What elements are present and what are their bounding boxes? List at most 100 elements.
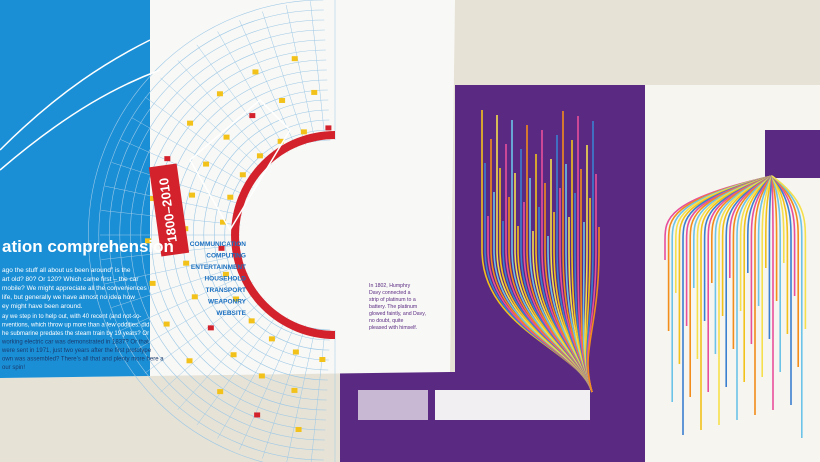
spoke bbox=[217, 31, 288, 153]
purple-tab bbox=[765, 130, 820, 178]
spoke bbox=[310, 1, 326, 141]
spoke bbox=[217, 317, 288, 439]
body-line: nventions, which throw up more than a fe… bbox=[2, 323, 149, 329]
note-line: strip of platinum to a bbox=[369, 297, 416, 303]
spoke bbox=[177, 305, 272, 410]
cell bbox=[227, 194, 234, 200]
note-line: no doubt, quite bbox=[369, 318, 403, 324]
fan-line bbox=[761, 175, 773, 377]
cell bbox=[325, 125, 332, 131]
fan-line bbox=[750, 175, 773, 344]
cell bbox=[258, 373, 265, 379]
bar-block bbox=[435, 390, 590, 420]
spoke bbox=[262, 325, 306, 459]
body-line: working electric car was demonstrated in… bbox=[1, 340, 149, 346]
fan-line bbox=[739, 175, 773, 311]
spoke bbox=[196, 311, 280, 426]
note-line: glowed faintly, and Davy, bbox=[369, 311, 426, 317]
note-line: pleased with himself. bbox=[369, 325, 417, 331]
body-line: own was assembled? There’s all that and … bbox=[2, 357, 164, 363]
purple-page bbox=[340, 85, 645, 462]
fan-line bbox=[771, 175, 807, 329]
spoke bbox=[286, 327, 316, 462]
spoke bbox=[310, 329, 326, 462]
body-line: mobile? We might appreciate all the conv… bbox=[2, 285, 148, 292]
cell bbox=[249, 113, 256, 119]
body-line: ey might have been around. bbox=[2, 303, 83, 310]
spoke bbox=[111, 264, 245, 308]
spoke bbox=[144, 290, 259, 374]
fan-line bbox=[757, 175, 773, 306]
cell bbox=[230, 352, 237, 358]
cell bbox=[252, 69, 259, 75]
red-arc bbox=[231, 131, 336, 339]
cell bbox=[256, 153, 263, 159]
cell bbox=[295, 426, 302, 432]
cell bbox=[222, 271, 229, 277]
fan-line bbox=[771, 175, 774, 410]
spoke bbox=[196, 44, 280, 159]
body-line: ago the stuff all about us been around” … bbox=[2, 267, 131, 274]
cell bbox=[311, 89, 318, 95]
spoke bbox=[144, 96, 259, 180]
cell bbox=[220, 219, 227, 225]
fan-line bbox=[754, 175, 773, 415]
fan-line bbox=[587, 227, 600, 393]
cell bbox=[203, 161, 210, 167]
ribbon bbox=[148, 163, 190, 257]
gradient-block bbox=[358, 390, 428, 420]
cell bbox=[189, 192, 196, 198]
ring bbox=[87, 0, 324, 462]
cell bbox=[319, 357, 326, 363]
cell bbox=[150, 196, 157, 202]
body-line: art old? 80? Or 120? Which came first – … bbox=[2, 276, 139, 283]
fan-line bbox=[747, 175, 773, 273]
cell bbox=[187, 120, 194, 126]
line-art bbox=[0, 39, 291, 232]
cell bbox=[163, 321, 170, 327]
spoke bbox=[131, 282, 253, 353]
spoke bbox=[239, 321, 297, 450]
spoke bbox=[160, 77, 265, 172]
cell bbox=[248, 318, 255, 324]
blue-panel bbox=[0, 0, 150, 378]
category-label: HOUSEHOLD bbox=[204, 276, 246, 283]
cell bbox=[216, 91, 223, 97]
cell bbox=[186, 358, 193, 364]
cell bbox=[183, 260, 190, 266]
cell bbox=[218, 245, 225, 251]
body-line: life, but generally we have almost no id… bbox=[2, 294, 135, 301]
category-label: COMPUTING bbox=[206, 253, 246, 260]
spoke bbox=[120, 139, 249, 197]
fan-line bbox=[743, 175, 773, 382]
note-line: battery. The platinum bbox=[369, 304, 417, 310]
fan-line bbox=[765, 175, 773, 268]
cell bbox=[217, 389, 224, 395]
cell bbox=[300, 129, 307, 135]
cell bbox=[164, 156, 171, 162]
heading: ation comprehension bbox=[2, 237, 174, 256]
body-line: were sent in 1971, just two years after … bbox=[1, 348, 152, 354]
spoke bbox=[105, 254, 243, 285]
fan-line bbox=[771, 175, 781, 372]
cell bbox=[233, 296, 240, 302]
category-label: WEBSITE bbox=[216, 310, 246, 317]
spoke bbox=[262, 11, 306, 145]
category-label: WEAPONRY bbox=[208, 299, 247, 306]
cell bbox=[191, 294, 198, 300]
body-line: ay we step in to help out, with 40 recen… bbox=[2, 314, 141, 320]
spoke bbox=[177, 60, 272, 165]
fan-line bbox=[768, 175, 773, 339]
cell bbox=[279, 97, 286, 103]
category-label: COMMUNICATION bbox=[190, 241, 247, 248]
fan-line bbox=[771, 175, 778, 301]
cell bbox=[254, 412, 261, 418]
cell bbox=[149, 280, 156, 286]
ring bbox=[98, 9, 324, 461]
spoke bbox=[160, 298, 265, 393]
cell bbox=[268, 336, 275, 342]
spoke bbox=[131, 117, 253, 188]
fan-line bbox=[771, 175, 792, 405]
cell bbox=[277, 138, 284, 144]
